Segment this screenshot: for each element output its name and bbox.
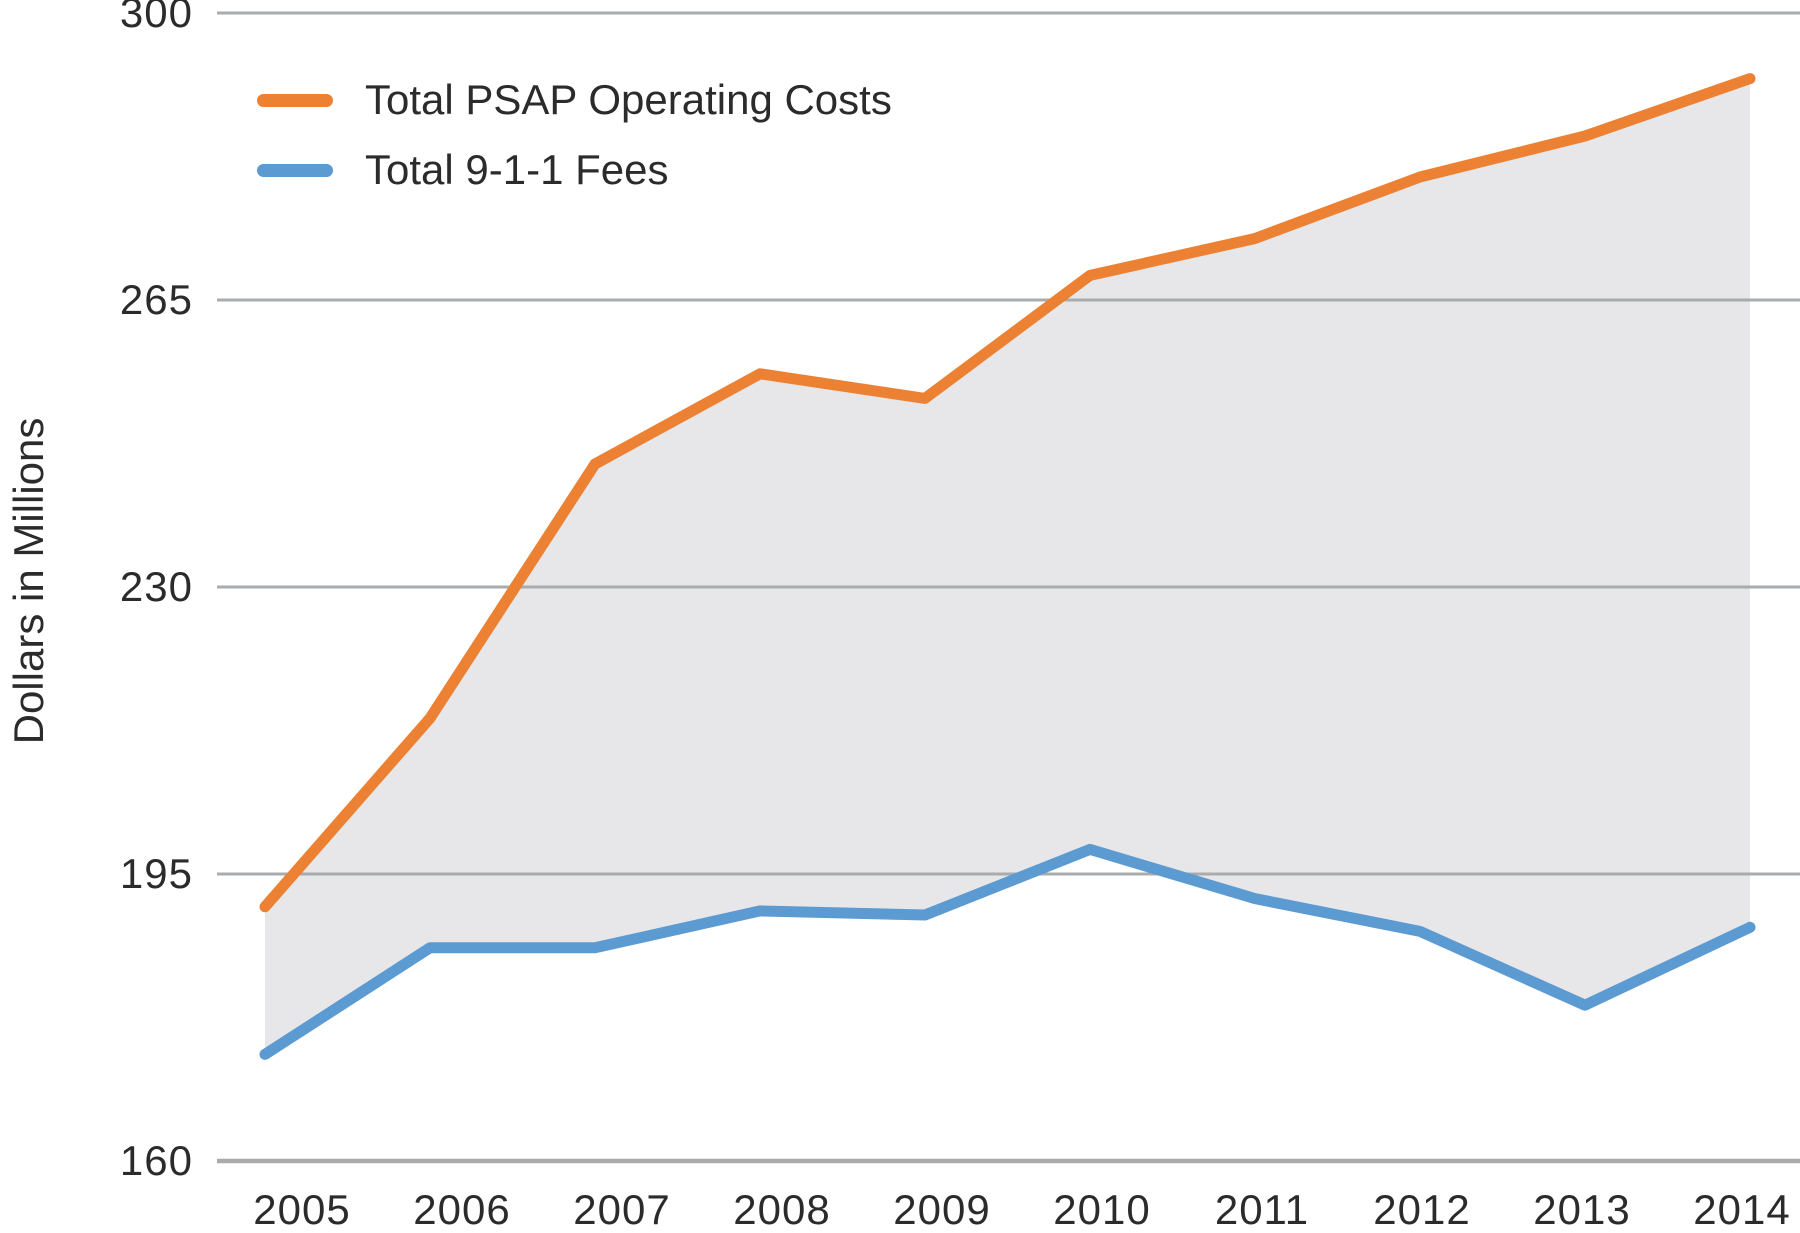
legend-label-operating-costs: Total PSAP Operating Costs xyxy=(365,76,892,123)
legend: Total PSAP Operating Costs Total 9-1-1 F… xyxy=(257,74,892,196)
y-tick-label: 300 xyxy=(119,0,193,36)
x-tick-label: 2007 xyxy=(573,1186,671,1233)
series-line-total-9-1-1-fees xyxy=(259,843,1756,1060)
legend-item-911-fees: Total 9-1-1 Fees xyxy=(257,144,892,196)
legend-label-911-fees: Total 9-1-1 Fees xyxy=(365,146,669,193)
y-tick-label: 230 xyxy=(119,563,193,610)
x-tick-label: 2011 xyxy=(1214,1186,1310,1233)
y-tick-label: 195 xyxy=(119,850,193,897)
y-tick-label: 160 xyxy=(119,1137,193,1184)
legend-swatch-911-fees xyxy=(257,163,333,177)
x-tick-label: 2013 xyxy=(1533,1186,1631,1233)
x-tick-label: 2008 xyxy=(733,1186,831,1233)
legend-item-operating-costs: Total PSAP Operating Costs xyxy=(257,74,892,126)
x-tick-label: 2012 xyxy=(1373,1186,1471,1233)
legend-swatch-operating-costs xyxy=(257,93,333,107)
fill-band xyxy=(265,78,1750,1055)
series-line-total-psap-operating-costs xyxy=(259,73,1756,913)
x-tick-label: 2005 xyxy=(253,1186,351,1233)
x-tick-label: 2006 xyxy=(413,1186,511,1233)
x-tick-label: 2014 xyxy=(1693,1186,1791,1233)
x-tick-label: 2009 xyxy=(893,1186,991,1233)
y-tick-label: 265 xyxy=(119,276,193,323)
x-tick-label: 2010 xyxy=(1053,1186,1151,1233)
